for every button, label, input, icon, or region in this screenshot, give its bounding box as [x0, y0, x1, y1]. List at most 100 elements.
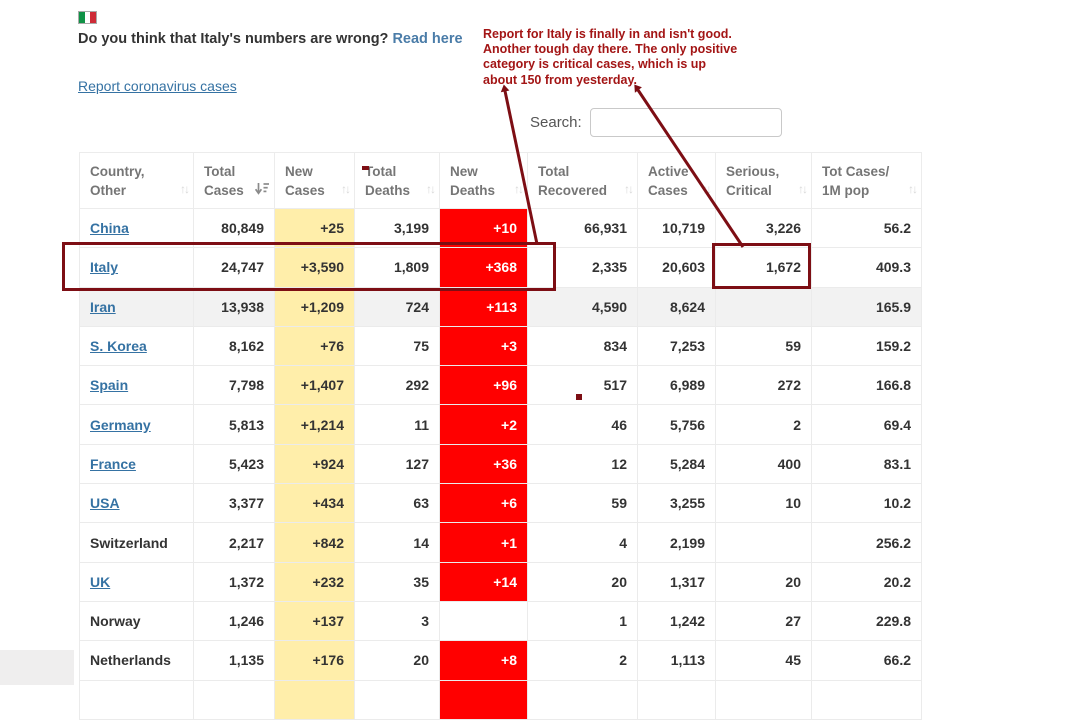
search-bar: Search: — [530, 108, 782, 137]
cell-serious-critical: 400 — [715, 443, 812, 485]
cell-total-recovered — [527, 679, 638, 720]
cell-serious-critical: 10 — [715, 483, 812, 524]
country-name: Switzerland — [90, 534, 168, 551]
country-cell: USA — [79, 483, 194, 524]
column-header-total-cases[interactable]: Total Cases — [193, 152, 275, 209]
cell-serious-critical: 2 — [715, 404, 812, 445]
column-header-total-recovered[interactable]: Total Recovered ↑↓ — [527, 152, 638, 209]
cell-total-recovered: 4,590 — [527, 286, 638, 327]
table-row: Italy 24,747 +3,590 1,809 +368 2,335 20,603 1,6… — [79, 247, 922, 288]
read-here-link[interactable]: Read here — [392, 31, 463, 47]
cell-new-deaths: +14 — [439, 561, 528, 602]
column-header-country[interactable]: Country, Other ↑↓ — [79, 152, 194, 209]
cell-cases-per-1m — [811, 679, 922, 720]
sort-toggle-icon[interactable]: ↑↓ — [341, 182, 351, 196]
table-row: USA 3,377 +434 63 +6 59 3,255 10 10.2 — [79, 483, 922, 524]
cell-total-cases — [193, 679, 275, 720]
cell-total-deaths: 11 — [354, 404, 440, 445]
cell-serious-critical: 27 — [715, 600, 812, 642]
country-cell: Switzerland — [79, 522, 194, 563]
column-header-active-cases[interactable]: Active Cases ↑↓ — [637, 152, 716, 209]
cell-total-deaths: 20 — [354, 640, 440, 681]
sort-toggle-icon[interactable]: ↑↓ — [514, 182, 524, 196]
sort-toggle-icon[interactable]: ↑↓ — [702, 182, 712, 196]
italy-question-line: Do you think that Italy's numbers are wr… — [78, 31, 463, 47]
cell-cases-per-1m: 159.2 — [811, 325, 922, 367]
column-header-total-deaths[interactable]: Total Deaths ↑↓ — [354, 152, 440, 209]
cell-total-cases: 13,938 — [193, 286, 275, 327]
country-link[interactable]: UK — [90, 573, 111, 590]
sort-toggle-icon[interactable]: ↑↓ — [426, 182, 436, 196]
report-cases-link[interactable]: Report coronavirus cases — [78, 78, 237, 94]
sort-toggle-icon[interactable]: ↑↓ — [624, 182, 634, 196]
cell-total-recovered: 20 — [527, 561, 638, 602]
italy-question-text: Do you think that Italy's numbers are wr… — [78, 31, 389, 47]
cell-new-deaths: +8 — [439, 640, 528, 681]
cell-total-cases: 80,849 — [193, 207, 275, 249]
table-row: S. Korea 8,162 +76 75 +3 834 7,253 59 159.2 — [79, 325, 922, 367]
country-link[interactable]: S. Korea — [90, 338, 147, 355]
cell-active-cases: 6,989 — [637, 365, 716, 406]
cell-cases-per-1m: 66.2 — [811, 640, 922, 681]
cell-cases-per-1m: 166.8 — [811, 365, 922, 406]
cell-total-cases: 5,423 — [193, 443, 275, 485]
column-header-new-cases[interactable]: New Cases ↑↓ — [274, 152, 355, 209]
country-link[interactable]: Iran — [90, 298, 116, 315]
cell-total-recovered: 2,335 — [527, 247, 638, 288]
cell-total-deaths: 14 — [354, 522, 440, 563]
cell-total-deaths: 35 — [354, 561, 440, 602]
sort-toggle-icon[interactable]: ↑↓ — [798, 182, 808, 196]
cell-new-cases: +924 — [274, 443, 355, 485]
table-row: Germany 5,813 +1,214 11 +2 46 5,756 2 69.4 — [79, 404, 922, 445]
cell-serious-critical: 59 — [715, 325, 812, 367]
country-link[interactable]: USA — [90, 495, 120, 512]
cell-total-deaths: 3 — [354, 600, 440, 642]
cell-total-deaths: 63 — [354, 483, 440, 524]
cell-active-cases: 20,603 — [637, 247, 716, 288]
cell-new-deaths: +96 — [439, 365, 528, 406]
country-link[interactable]: Spain — [90, 377, 129, 394]
cell-serious-critical: 3,226 — [715, 207, 812, 249]
country-link[interactable]: China — [90, 220, 129, 237]
cell-total-deaths: 127 — [354, 443, 440, 485]
cell-active-cases: 10,719 — [637, 207, 716, 249]
column-header-new-deaths[interactable]: New Deaths ↑↓ — [439, 152, 528, 209]
search-input[interactable] — [589, 108, 782, 137]
cell-total-recovered: 834 — [527, 325, 638, 367]
column-header-serious-critical[interactable]: Serious, Critical ↑↓ — [715, 152, 812, 209]
sort-descending-icon[interactable] — [254, 182, 269, 201]
cell-total-deaths: 1,809 — [354, 247, 440, 288]
country-link[interactable]: France — [90, 455, 136, 472]
table-body: China 80,849 +25 3,199 +10 66,931 10,719 3,226 5… — [79, 207, 922, 720]
cell-total-cases: 3,377 — [193, 483, 275, 524]
cell-serious-critical: 1,672 — [715, 247, 812, 288]
column-header-cases-per-1m[interactable]: Tot Cases/1M pop ↑↓ — [811, 152, 922, 209]
annotation-note-line: Another tough day there. The only positi… — [483, 42, 738, 57]
cell-active-cases: 8,624 — [637, 286, 716, 327]
cell-total-recovered: 12 — [527, 443, 638, 485]
column-header-label: New Cases — [285, 163, 325, 198]
cell-cases-per-1m: 409.3 — [811, 247, 922, 288]
cell-cases-per-1m: 165.9 — [811, 286, 922, 327]
country-link[interactable]: Germany — [90, 416, 151, 433]
table-row: Switzerland 2,217 +842 14 +1 4 2,199 256.2 — [79, 522, 922, 563]
country-cell: France — [79, 443, 194, 485]
italy-flag-icon — [78, 11, 97, 24]
cell-total-cases: 1,135 — [193, 640, 275, 681]
cell-total-cases: 2,217 — [193, 522, 275, 563]
annotation-note-line: about 150 from yesterday. — [483, 72, 637, 87]
cell-new-cases: +1,214 — [274, 404, 355, 445]
cell-total-deaths: 724 — [354, 286, 440, 327]
cell-new-deaths: +6 — [439, 483, 528, 524]
cell-total-recovered: 46 — [527, 404, 638, 445]
table-row: Netherlands 1,135 +176 20 +8 2 1,113 45 66.2 — [79, 640, 922, 681]
country-link[interactable]: Italy — [90, 259, 119, 276]
sort-toggle-icon[interactable]: ↑↓ — [180, 182, 190, 196]
table-row: Spain 7,798 +1,407 292 +96 517 6,989 272 166.8 — [79, 365, 922, 406]
country-cell: S. Korea — [79, 325, 194, 367]
sort-toggle-icon[interactable]: ↑↓ — [908, 182, 918, 196]
column-header-label: Total Cases — [204, 163, 244, 198]
cell-active-cases: 1,113 — [637, 640, 716, 681]
table-row: France 5,423 +924 127 +36 12 5,284 400 83.1 — [79, 443, 922, 485]
country-name: Norway — [90, 613, 141, 630]
